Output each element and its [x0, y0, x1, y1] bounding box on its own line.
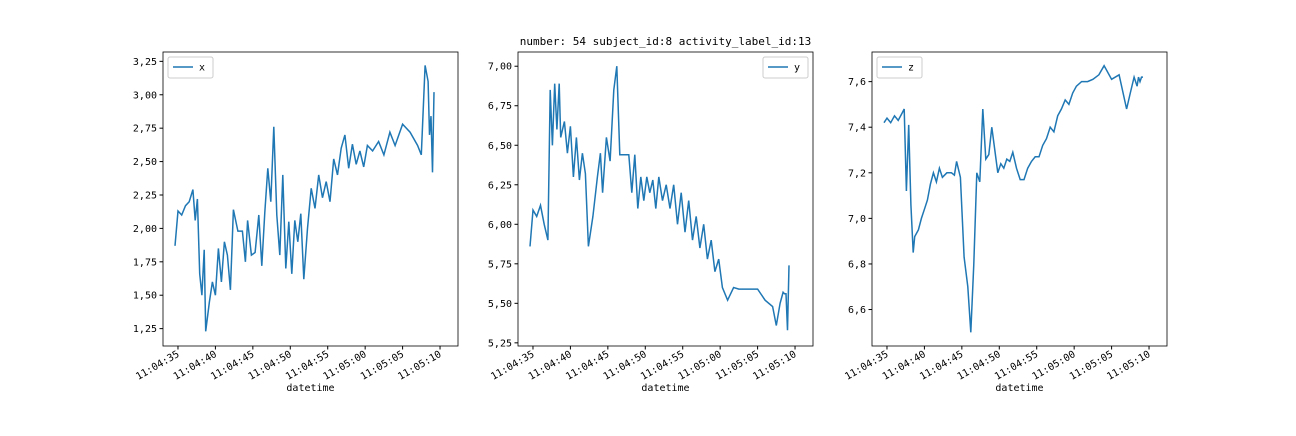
y-tick-label: 7,00 [488, 62, 512, 73]
y-tick-label: 7,0 [848, 214, 866, 225]
y-tick-label: 6,6 [848, 305, 866, 316]
y-tick-label: 5,50 [488, 299, 512, 310]
y-tick-label: 3,00 [133, 90, 157, 101]
x-axis-label: datetime [286, 383, 334, 394]
legend-label: y [794, 63, 800, 74]
subplot: 1,251,501,752,002,252,502,753,003,2511:0… [133, 51, 459, 394]
y-tick-label: 1,50 [133, 291, 157, 302]
y-tick-label: 7,6 [848, 77, 866, 88]
y-tick-label: 6,00 [488, 220, 512, 231]
line [529, 66, 790, 331]
legend-label: x [199, 63, 205, 74]
y-tick-label: 6,25 [488, 180, 512, 191]
x-axis-label: datetime [641, 383, 689, 394]
legend-label: z [908, 63, 914, 74]
y-tick-label: 5,75 [488, 259, 512, 270]
subplot: 6,66,87,07,27,47,611:04:3511:04:4011:04:… [843, 51, 1168, 394]
y-tick-label: 2,25 [133, 190, 157, 201]
line [883, 64, 1143, 333]
y-tick-label: 7,4 [848, 123, 866, 134]
subplot: number: 54 subject_id:8 activity_label_i… [488, 35, 814, 394]
y-tick-label: 1,75 [133, 257, 157, 268]
x-axis-label: datetime [995, 383, 1043, 394]
line [174, 65, 435, 332]
y-tick-label: 2,50 [133, 157, 157, 168]
y-tick-label: 5,25 [488, 338, 512, 349]
y-tick-label: 1,25 [133, 324, 157, 335]
y-tick-label: 6,50 [488, 141, 512, 152]
legend: y [762, 56, 809, 79]
legend: x [167, 56, 214, 79]
axes-frame [871, 51, 1168, 347]
y-tick-label: 7,2 [848, 168, 866, 179]
axes-frame [517, 51, 814, 347]
axes-frame [162, 51, 459, 347]
y-tick-label: 2,75 [133, 124, 157, 135]
y-tick-label: 3,25 [133, 57, 157, 68]
y-tick-label: 2,00 [133, 224, 157, 235]
y-tick-label: 6,8 [848, 259, 866, 270]
chart-title: number: 54 subject_id:8 activity_label_i… [520, 35, 811, 48]
y-tick-label: 6,75 [488, 101, 512, 112]
legend: z [876, 56, 923, 79]
